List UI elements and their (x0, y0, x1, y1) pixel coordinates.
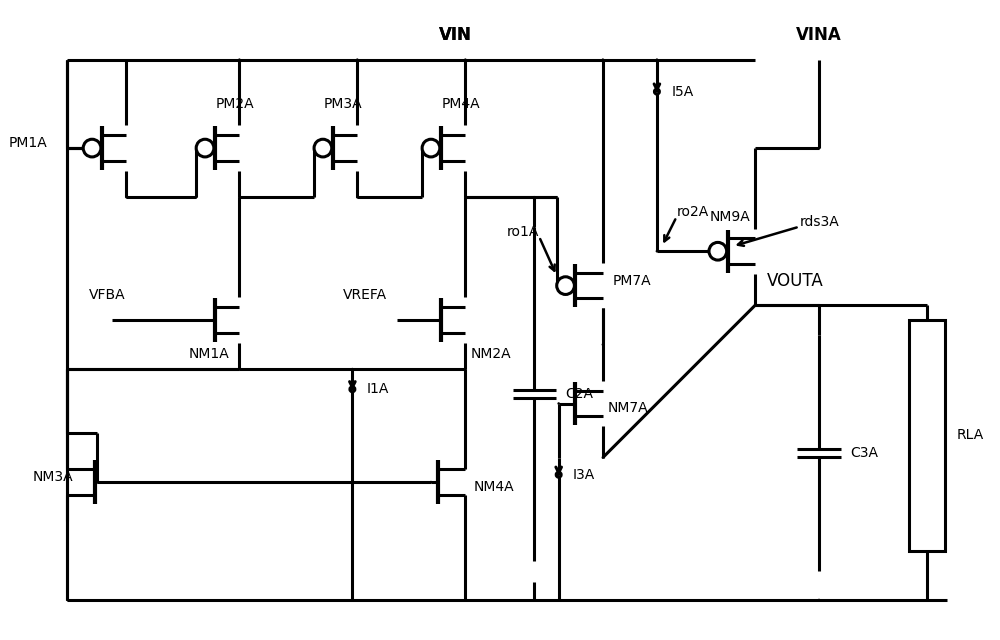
Circle shape (83, 140, 101, 157)
Circle shape (818, 305, 820, 306)
Circle shape (465, 369, 466, 370)
Circle shape (350, 387, 355, 392)
Circle shape (602, 59, 603, 60)
Circle shape (196, 196, 197, 198)
Text: PM1A: PM1A (9, 136, 48, 150)
Circle shape (465, 59, 466, 60)
Text: VREFA: VREFA (343, 289, 387, 303)
Circle shape (557, 276, 574, 294)
Text: VINA: VINA (796, 26, 842, 44)
Circle shape (314, 140, 332, 157)
Circle shape (239, 196, 240, 198)
Text: PM3A: PM3A (323, 97, 362, 111)
Circle shape (654, 89, 659, 94)
Circle shape (534, 196, 535, 198)
Text: VIN: VIN (439, 26, 472, 44)
Text: PM7A: PM7A (613, 274, 651, 288)
Text: NM2A: NM2A (470, 348, 511, 362)
Text: I3A: I3A (573, 468, 595, 482)
Text: NM3A: NM3A (33, 470, 74, 484)
Text: ro2A: ro2A (677, 205, 709, 219)
Circle shape (656, 59, 658, 60)
Circle shape (239, 369, 240, 370)
Circle shape (709, 243, 727, 260)
Circle shape (67, 369, 68, 370)
Circle shape (602, 344, 603, 345)
FancyBboxPatch shape (909, 320, 945, 551)
Circle shape (556, 472, 561, 477)
Circle shape (755, 305, 756, 306)
Text: rds3A: rds3A (799, 215, 839, 228)
Circle shape (656, 251, 658, 252)
Circle shape (558, 403, 559, 404)
Text: VOUTA: VOUTA (767, 272, 824, 290)
Circle shape (430, 481, 432, 483)
Text: VIN: VIN (439, 26, 472, 44)
Circle shape (602, 457, 603, 458)
Circle shape (357, 59, 358, 60)
Text: C2A: C2A (566, 387, 594, 401)
Text: I1A: I1A (367, 382, 389, 396)
Text: NM1A: NM1A (189, 348, 230, 362)
Text: NM4A: NM4A (473, 480, 514, 494)
Text: PM4A: PM4A (441, 97, 480, 111)
Circle shape (96, 481, 98, 483)
Text: RLA: RLA (957, 428, 984, 442)
Text: ro1A: ro1A (507, 225, 539, 239)
Text: NM7A: NM7A (608, 401, 648, 415)
Circle shape (196, 140, 214, 157)
Text: VFBA: VFBA (88, 289, 125, 303)
Text: NM9A: NM9A (709, 210, 750, 224)
Circle shape (357, 196, 358, 198)
Circle shape (422, 140, 440, 157)
Circle shape (818, 147, 820, 148)
Text: PM2A: PM2A (215, 97, 254, 111)
Circle shape (239, 59, 240, 60)
Circle shape (465, 196, 466, 198)
Circle shape (126, 196, 127, 198)
Text: C3A: C3A (850, 445, 878, 460)
Circle shape (352, 369, 353, 370)
Text: I5A: I5A (671, 84, 693, 99)
